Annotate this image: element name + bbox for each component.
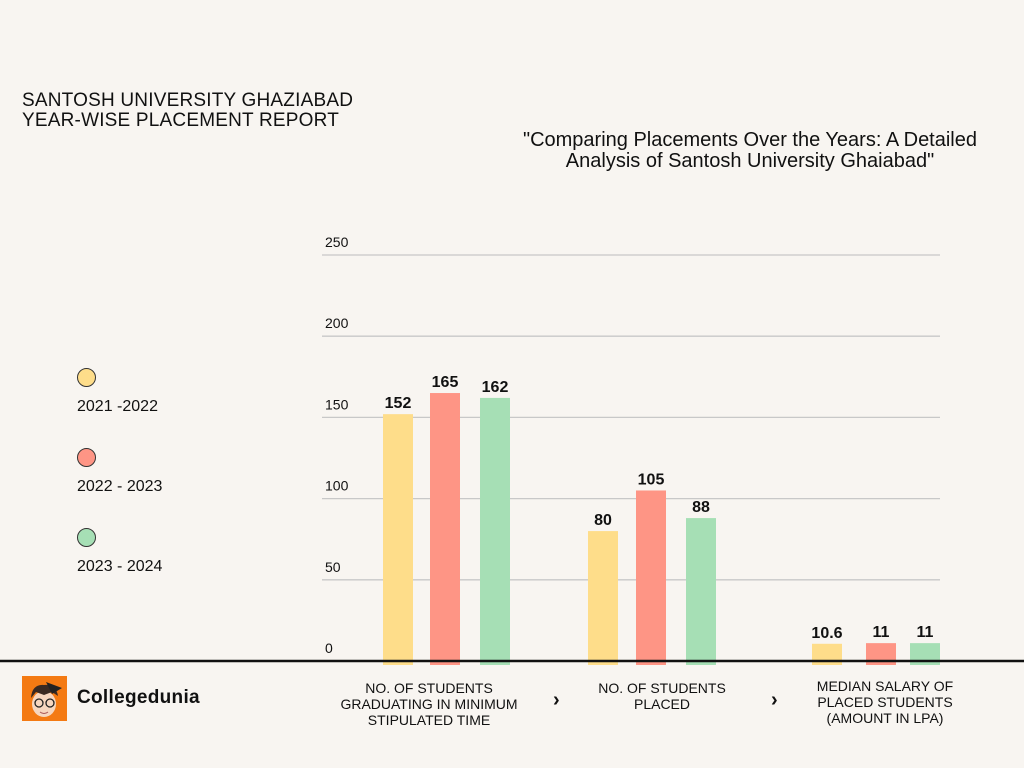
legend-swatch xyxy=(77,368,96,387)
legend-label: 2021 -2022 xyxy=(77,398,158,415)
data-label: 80 xyxy=(594,512,612,529)
student-avatar-icon xyxy=(31,682,62,717)
y-tick-label: 200 xyxy=(325,315,349,331)
report-title-line1: SANTOSH UNIVERSITY GHAZIABAD xyxy=(22,90,354,111)
legend-label: 2023 - 2024 xyxy=(77,558,163,575)
chart-subtitle: "Comparing Placements Over the Years: A … xyxy=(522,129,977,172)
bar xyxy=(910,643,940,665)
y-tick-label: 0 xyxy=(325,640,333,656)
data-label: 165 xyxy=(432,374,459,391)
data-label: 162 xyxy=(482,379,509,396)
y-tick-label: 100 xyxy=(325,478,349,494)
legend-label: 2022 - 2023 xyxy=(77,478,163,495)
category-label-salary: MEDIAN SALARY OF PLACED STUDENTS (AMOUNT… xyxy=(816,678,954,726)
bar xyxy=(588,531,618,665)
brand-name: Collegedunia xyxy=(77,687,200,708)
bar xyxy=(866,643,896,665)
data-label: 11 xyxy=(917,624,934,641)
chevron-right-icon: › xyxy=(553,689,560,711)
data-label: 11 xyxy=(873,624,890,641)
y-tick-label: 150 xyxy=(325,396,349,412)
collegedunia-logo xyxy=(22,676,67,721)
y-tick-label: 250 xyxy=(325,234,349,250)
chevron-right-icon: › xyxy=(771,689,778,711)
y-tick-label: 50 xyxy=(325,559,341,575)
bar xyxy=(480,397,510,665)
data-label: 152 xyxy=(385,395,412,412)
data-label: 105 xyxy=(638,471,665,488)
report-title-line2: YEAR-WISE PLACEMENT REPORT xyxy=(22,110,340,131)
data-label: 10.6 xyxy=(811,625,842,642)
bar xyxy=(686,518,716,665)
legend-swatch xyxy=(77,448,96,467)
category-label-placed: NO. OF STUDENTS PLACED xyxy=(598,680,726,712)
bar xyxy=(430,393,460,665)
bar xyxy=(812,643,842,665)
legend-swatch xyxy=(77,528,96,547)
bar xyxy=(636,490,666,665)
category-label-graduating: NO. OF STUDENTS GRADUATING IN MINIMUM ST… xyxy=(340,680,518,728)
report-title: SANTOSH UNIVERSITY GHAZIABAD YEAR-WISE P… xyxy=(22,91,353,131)
bar xyxy=(383,414,413,665)
data-label: 88 xyxy=(692,499,710,516)
